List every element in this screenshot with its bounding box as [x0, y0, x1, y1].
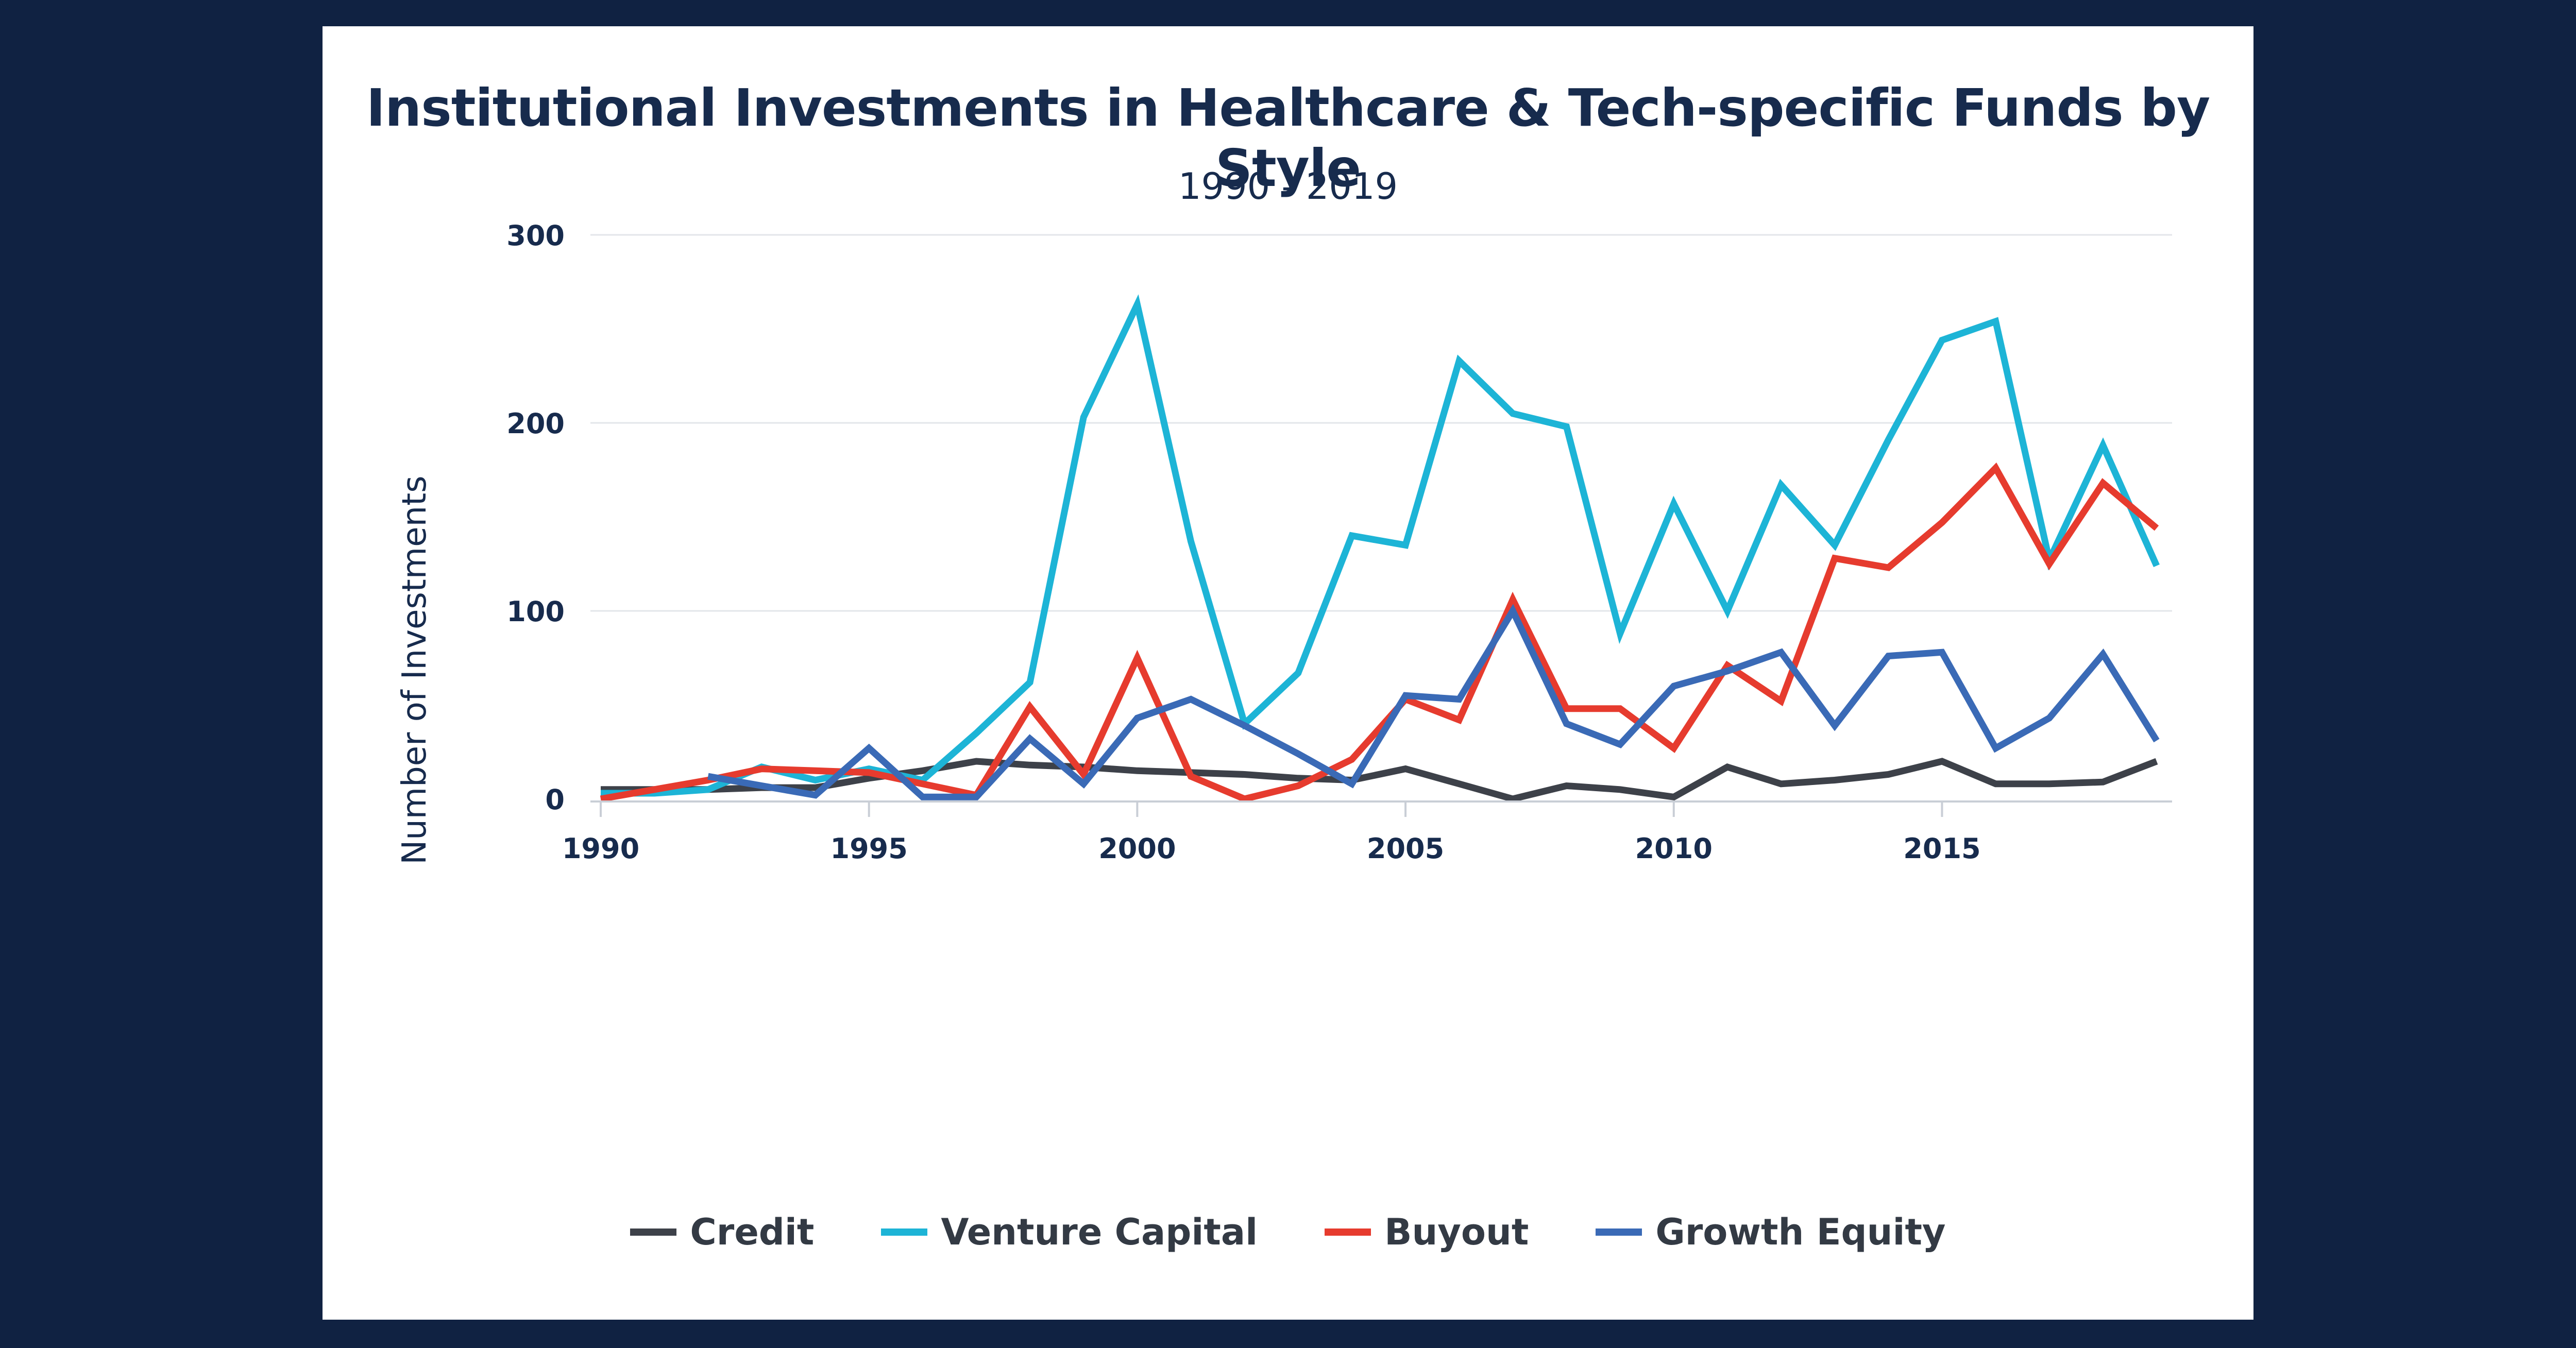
legend-item: Venture Capital: [881, 1211, 1258, 1253]
series-line-venture-capital: [601, 294, 2160, 797]
y-axis-ticks: 0 100 200 300: [506, 219, 565, 816]
series-line-growth-equity: [707, 604, 2160, 800]
x-tick-label: 2010: [1635, 832, 1713, 865]
legend-swatch: [1325, 1228, 1371, 1236]
x-tick-label: 1990: [562, 832, 639, 865]
series-line-buyout: [600, 462, 2159, 803]
x-axis-ticks: 1990 1995 2000 2005 2010 2015: [562, 832, 1981, 865]
y-tick-label: 100: [506, 595, 565, 628]
legend-item: Credit: [630, 1211, 814, 1253]
grid-lines: [590, 234, 2172, 612]
y-tick-label: 200: [506, 407, 565, 440]
legend-label: Buyout: [1384, 1211, 1529, 1253]
legend-label: Growth Equity: [1655, 1211, 1946, 1253]
legend-item: Buyout: [1325, 1211, 1529, 1253]
y-tick-label: 300: [506, 219, 565, 252]
x-tick-label: 2015: [1903, 832, 1980, 865]
legend-item: Growth Equity: [1596, 1211, 1946, 1253]
series-line-credit: [601, 758, 2158, 803]
x-tick-label: 2005: [1367, 832, 1444, 865]
legend-swatch: [881, 1228, 928, 1236]
chart-title: Institutional Investments in Healthcare …: [366, 78, 2210, 198]
line-chart: 0 100 200 300 1990 1995 2000 2005 2010 2015 Numb…: [396, 219, 2172, 865]
y-axis-title: Number of Investments: [396, 475, 434, 864]
legend-label: Credit: [690, 1211, 815, 1253]
x-axis: [590, 800, 2172, 817]
y-tick-label: 0: [545, 783, 565, 816]
legend-swatch: [1596, 1228, 1642, 1236]
chart-card: Institutional Investments in Healthcare …: [323, 26, 2253, 1320]
legend-label: Venture Capital: [941, 1211, 1258, 1253]
chart-subtitle: 1990 - 2019: [1178, 165, 1398, 208]
legend: Credit Venture Capital Buyout Growth Equity: [323, 1211, 2253, 1253]
x-tick-label: 1995: [831, 832, 908, 865]
x-tick-label: 2000: [1098, 832, 1176, 865]
series-lines: [600, 294, 2160, 803]
legend-swatch: [630, 1228, 677, 1236]
